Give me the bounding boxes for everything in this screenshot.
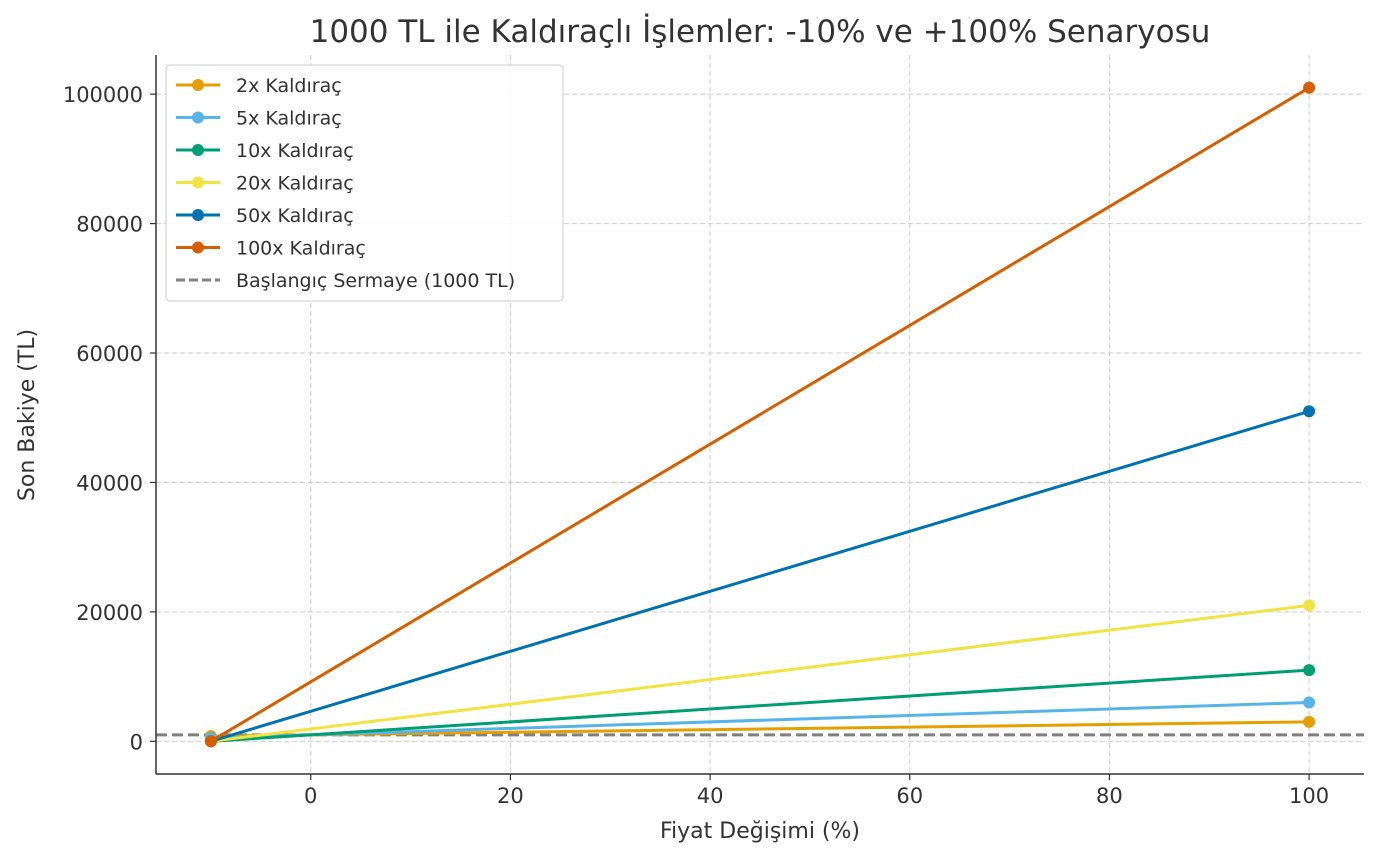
y-tick-label: 40000 — [76, 471, 143, 495]
legend-label: 50x Kaldıraç — [236, 205, 354, 227]
legend-box — [165, 64, 564, 302]
series-line — [210, 409, 1310, 743]
y-tick-label: 60000 — [76, 342, 143, 366]
series-line — [210, 86, 1310, 743]
legend-label: Başlangıç Sermaye (1000 TL) — [236, 270, 515, 292]
x-tick-label: 100 — [1289, 784, 1329, 808]
series-point — [1303, 696, 1316, 709]
series-line — [210, 720, 1310, 738]
series-point — [204, 735, 217, 748]
series-point — [1303, 81, 1316, 94]
legend-swatch-marker — [192, 241, 204, 254]
series-layer — [204, 81, 1316, 748]
legend: 2x Kaldıraç 5x Kaldıraç 10x Kaldıraç 20x Ka… — [165, 64, 564, 302]
legend-swatch-marker — [192, 111, 204, 124]
x-tick-label: 40 — [697, 784, 724, 808]
y-axis-label: Son Bakiye (TL) — [15, 329, 40, 501]
x-tick-label: 60 — [896, 784, 923, 808]
legend-swatch-marker — [192, 209, 204, 221]
series-point — [1303, 664, 1316, 677]
series-line — [210, 668, 1310, 743]
legend-label: 100x Kaldıraç — [236, 238, 366, 260]
y-tick-label: 20000 — [76, 601, 143, 625]
legend-swatch-marker — [192, 144, 204, 156]
x-tick-label: 20 — [497, 784, 524, 808]
legend-label: 10x Kaldıraç — [236, 140, 354, 162]
x-tick-label: 80 — [1096, 784, 1123, 808]
legend-swatch-marker — [192, 176, 204, 189]
series-point — [1303, 599, 1316, 612]
x-tick-label: 0 — [304, 784, 317, 808]
y-tick-label: 100000 — [63, 83, 143, 107]
legend-swatch-marker — [192, 79, 204, 91]
y-tick-label: 80000 — [76, 213, 143, 237]
series-point — [1303, 715, 1316, 728]
series-point — [1303, 405, 1316, 418]
ticks-layer: 0 20 40 60 80 100 0 20000 40000 60000 80000 100000 — [63, 83, 1329, 808]
legend-label: 2x Kaldıraç — [236, 75, 342, 97]
series-line — [210, 603, 1310, 743]
axes-layer — [155, 55, 1364, 775]
chart-title: 1000 TL ile Kaldıraçlı İşlemler: -10% ve… — [310, 14, 1211, 50]
y-tick-label: 0 — [130, 730, 143, 754]
series-line — [210, 700, 1310, 740]
legend-label: 5x Kaldıraç — [236, 108, 342, 130]
legend-label: 20x Kaldıraç — [236, 173, 354, 195]
x-axis-label: Fiyat Değişimi (%) — [660, 819, 860, 844]
